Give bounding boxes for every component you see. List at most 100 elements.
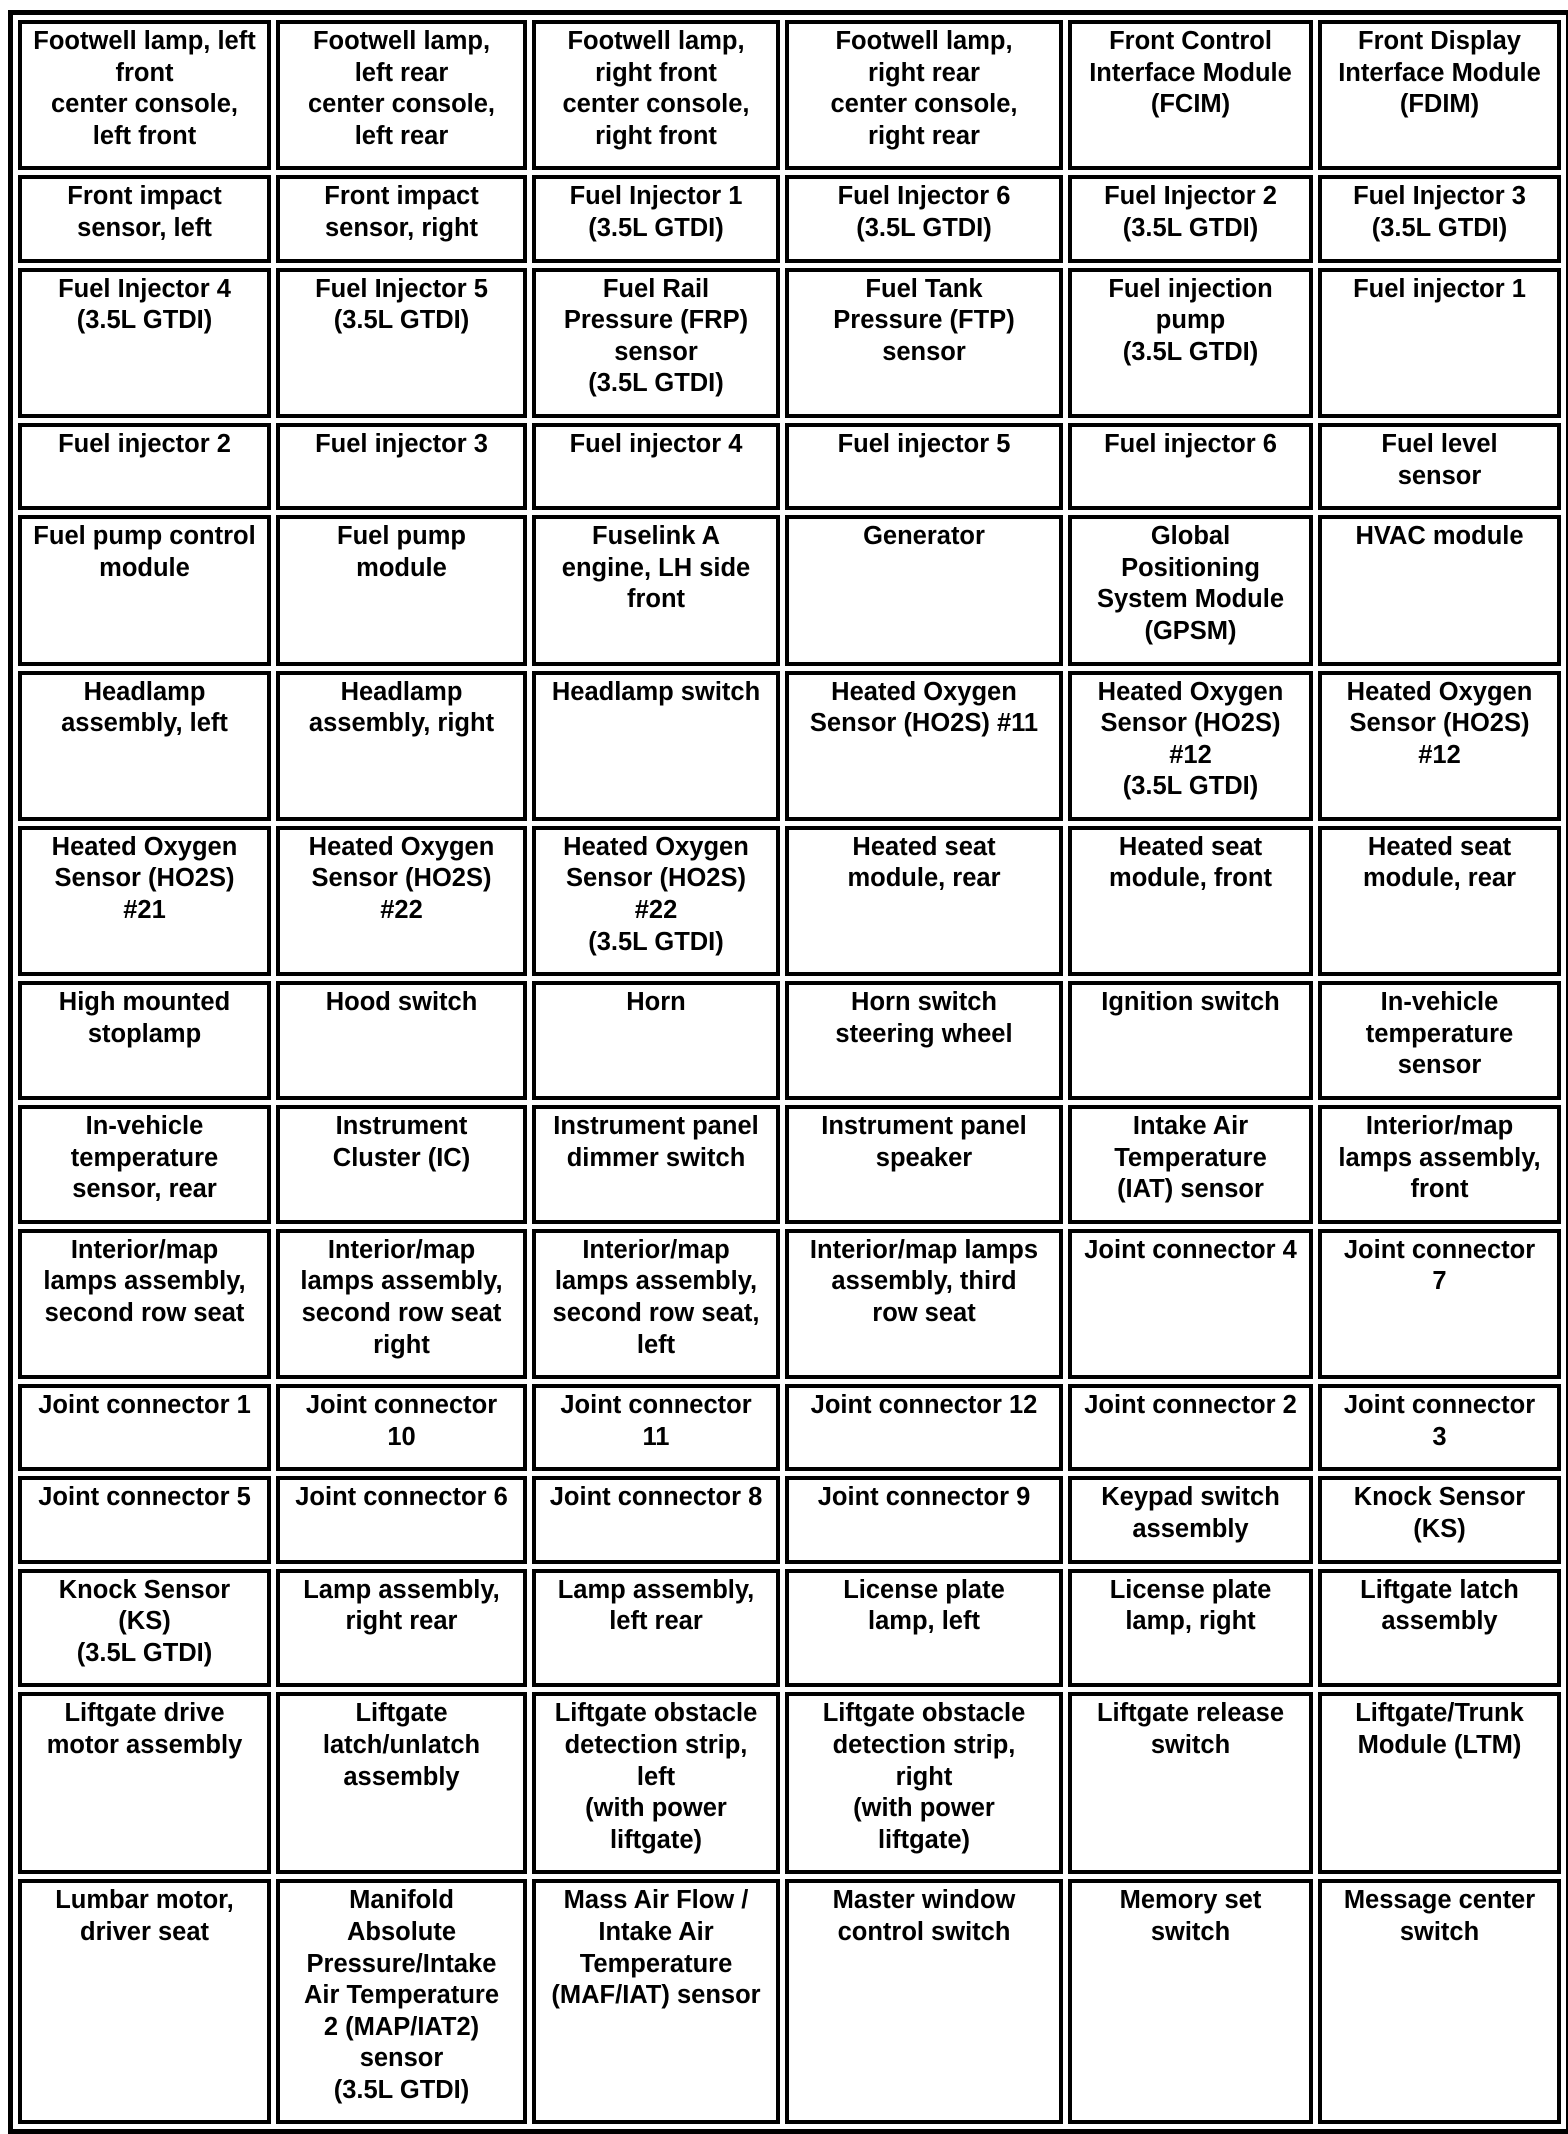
component-cell: Headlamp switch — [532, 670, 780, 821]
component-cell: Joint connector 1 — [18, 1384, 271, 1472]
component-cell: Fuel Injector 1 (3.5L GTDI) — [532, 175, 780, 263]
component-cell: Liftgate latch/unlatch assembly — [276, 1692, 527, 1875]
component-cell: Global Positioning System Module (GPSM) — [1068, 515, 1313, 666]
component-cell: Joint connector 10 — [276, 1384, 527, 1472]
component-cell: Fuel Injector 3 (3.5L GTDI) — [1318, 175, 1561, 263]
component-cell: Interior/map lamps assembly, second row … — [532, 1228, 780, 1380]
component-cell: Keypad switch assembly — [1068, 1476, 1313, 1564]
component-cell: Fuel level sensor — [1318, 422, 1561, 511]
component-cell: Fuel injector 6 — [1068, 422, 1313, 511]
component-cell: Message center switch — [1318, 1879, 1561, 2125]
table-row: Lumbar motor, driver seat Manifold Absolu… — [18, 1879, 1561, 2125]
component-cell: Heated Oxygen Sensor (HO2S) #21 — [18, 825, 271, 977]
component-cell: Fuel injector 4 — [532, 422, 780, 511]
component-cell: HVAC module — [1318, 515, 1561, 666]
table-body: Footwell lamp, left front center console… — [18, 20, 1561, 2125]
component-cell: Joint connector 12 — [785, 1384, 1063, 1472]
component-cell: Fuel Rail Pressure (FRP) sensor (3.5L GT… — [532, 267, 780, 418]
component-cell: Horn — [532, 981, 780, 1101]
component-cell: Joint connector 5 — [18, 1476, 271, 1564]
component-cell: Front impact sensor, left — [18, 175, 271, 263]
component-cell: Heated Oxygen Sensor (HO2S) #11 — [785, 670, 1063, 821]
component-cell: Joint connector 3 — [1318, 1384, 1561, 1472]
component-cell: License plate lamp, left — [785, 1568, 1063, 1688]
component-cell: Intake Air Temperature (IAT) sensor — [1068, 1105, 1313, 1224]
component-cell: Hood switch — [276, 981, 527, 1101]
component-cell: Fuselink A engine, LH side front — [532, 515, 780, 666]
component-cell: Footwell lamp, left front center console… — [18, 20, 271, 171]
component-cell: Instrument panel speaker — [785, 1105, 1063, 1224]
component-index-table: Footwell lamp, left front center console… — [8, 10, 1568, 2134]
component-cell: Headlamp assembly, left — [18, 670, 271, 821]
component-cell: Interior/map lamps assembly, second row … — [18, 1228, 271, 1380]
table-row: Knock Sensor (KS) (3.5L GTDI) Lamp assemb… — [18, 1568, 1561, 1688]
component-cell: Liftgate obstacle detection strip, left … — [532, 1692, 780, 1875]
component-cell: Heated Oxygen Sensor (HO2S) #12 (3.5L GT… — [1068, 670, 1313, 821]
component-cell: Liftgate obstacle detection strip, right… — [785, 1692, 1063, 1875]
component-cell: Fuel Injector 4 (3.5L GTDI) — [18, 267, 271, 418]
component-cell: Heated seat module, rear — [1318, 825, 1561, 977]
component-cell: Lamp assembly, left rear — [532, 1568, 780, 1688]
component-cell: Fuel pump module — [276, 515, 527, 666]
component-cell: Joint connector 7 — [1318, 1228, 1561, 1380]
component-cell: Fuel injection pump (3.5L GTDI) — [1068, 267, 1313, 418]
table-row: In-vehicle temperature sensor, rear Instr… — [18, 1105, 1561, 1224]
component-cell: Heated Oxygen Sensor (HO2S) #12 — [1318, 670, 1561, 821]
table-row: Liftgate drive motor assembly Liftgate la… — [18, 1692, 1561, 1875]
component-cell: Lamp assembly, right rear — [276, 1568, 527, 1688]
table-row: Headlamp assembly, left Headlamp assembly… — [18, 670, 1561, 821]
component-cell: Joint connector 8 — [532, 1476, 780, 1564]
table-row: Joint connector 5 Joint connector 6 Joint … — [18, 1476, 1561, 1564]
component-cell: Lumbar motor, driver seat — [18, 1879, 271, 2125]
component-cell: Joint connector 4 — [1068, 1228, 1313, 1380]
table-row: Fuel injector 2 Fuel injector 3 Fuel injec… — [18, 422, 1561, 511]
component-cell: Fuel injector 3 — [276, 422, 527, 511]
component-cell: Ignition switch — [1068, 981, 1313, 1101]
component-cell: Knock Sensor (KS) (3.5L GTDI) — [18, 1568, 271, 1688]
component-cell: Joint connector 11 — [532, 1384, 780, 1472]
component-cell: Front Display Interface Module (FDIM) — [1318, 20, 1561, 171]
component-cell: Fuel Injector 6 (3.5L GTDI) — [785, 175, 1063, 263]
component-cell: Fuel injector 1 — [1318, 267, 1561, 418]
component-cell: Liftgate release switch — [1068, 1692, 1313, 1875]
table-row: Joint connector 1 Joint connector 10 Joint… — [18, 1384, 1561, 1472]
component-cell: Interior/map lamps assembly, second row … — [276, 1228, 527, 1380]
component-cell: Knock Sensor (KS) — [1318, 1476, 1561, 1564]
component-cell: Liftgate latch assembly — [1318, 1568, 1561, 1688]
component-cell: Fuel Injector 5 (3.5L GTDI) — [276, 267, 527, 418]
component-cell: Joint connector 2 — [1068, 1384, 1313, 1472]
table-row: Front impact sensor, left Front impact se… — [18, 175, 1561, 263]
component-cell: Footwell lamp, right front center consol… — [532, 20, 780, 171]
component-cell: Front impact sensor, right — [276, 175, 527, 263]
component-cell: Fuel Injector 2 (3.5L GTDI) — [1068, 175, 1313, 263]
component-cell: Footwell lamp, right rear center console… — [785, 20, 1063, 171]
component-cell: Fuel injector 2 — [18, 422, 271, 511]
component-cell: Interior/map lamps assembly, front — [1318, 1105, 1561, 1224]
component-cell: License plate lamp, right — [1068, 1568, 1313, 1688]
component-cell: Liftgate/Trunk Module (LTM) — [1318, 1692, 1561, 1875]
component-cell: In-vehicle temperature sensor — [1318, 981, 1561, 1101]
component-cell: Fuel pump control module — [18, 515, 271, 666]
component-cell: Joint connector 6 — [276, 1476, 527, 1564]
component-cell: Generator — [785, 515, 1063, 666]
component-cell: Memory set switch — [1068, 1879, 1313, 2125]
table-row: Interior/map lamps assembly, second row … — [18, 1228, 1561, 1380]
component-cell: Heated seat module, front — [1068, 825, 1313, 977]
component-cell: Fuel Tank Pressure (FTP) sensor — [785, 267, 1063, 418]
table-row: High mounted stoplamp Hood switch Horn Horn… — [18, 981, 1561, 1101]
table-row: Footwell lamp, left front center console… — [18, 20, 1561, 171]
component-cell: Footwell lamp, left rear center console,… — [276, 20, 527, 171]
component-cell: Fuel injector 5 — [785, 422, 1063, 511]
component-cell: Front Control Interface Module (FCIM) — [1068, 20, 1313, 171]
table-row: Fuel Injector 4 (3.5L GTDI) Fuel Injector… — [18, 267, 1561, 418]
component-cell: Headlamp assembly, right — [276, 670, 527, 821]
component-cell: Master window control switch — [785, 1879, 1063, 2125]
component-cell: Joint connector 9 — [785, 1476, 1063, 1564]
component-cell: Heated Oxygen Sensor (HO2S) #22 — [276, 825, 527, 977]
table-row: Heated Oxygen Sensor (HO2S) #21 Heated Ox… — [18, 825, 1561, 977]
component-cell: Instrument Cluster (IC) — [276, 1105, 527, 1224]
component-cell: Interior/map lamps assembly, third row s… — [785, 1228, 1063, 1380]
component-cell: Mass Air Flow / Intake Air Temperature (… — [532, 1879, 780, 2125]
component-cell: Liftgate drive motor assembly — [18, 1692, 271, 1875]
component-cell: High mounted stoplamp — [18, 981, 271, 1101]
